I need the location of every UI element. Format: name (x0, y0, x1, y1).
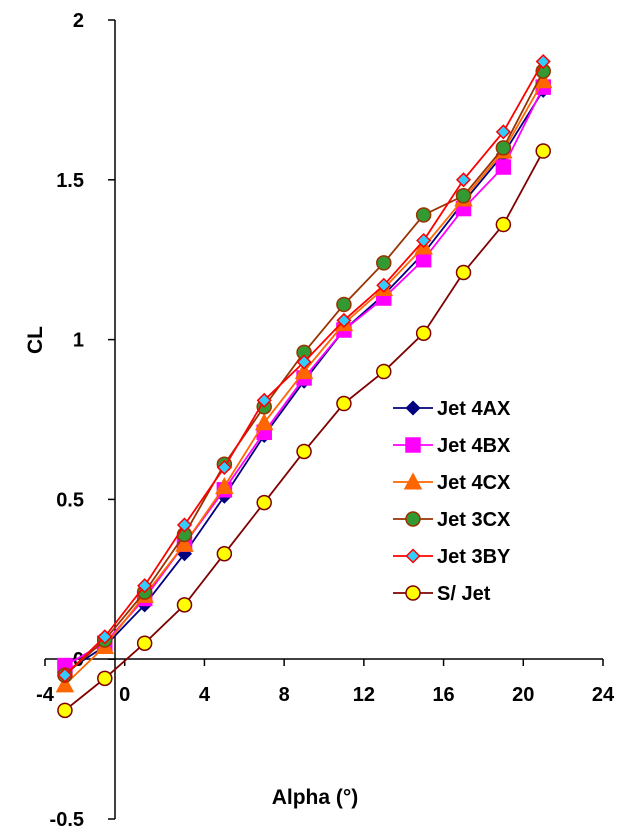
data-point (256, 494, 272, 511)
x-tick-label: 20 (512, 684, 534, 706)
legend-marker (405, 400, 421, 416)
y-tick-label: 1 (73, 330, 84, 352)
x-tick-label: 12 (353, 684, 375, 706)
data-point (336, 296, 352, 313)
x-tick-label: 0 (119, 684, 130, 706)
legend-label: Jet 4CX (437, 472, 511, 494)
data-point (57, 667, 73, 683)
data-point (416, 232, 432, 249)
legend-entry: Jet 4BX (393, 435, 511, 457)
y-ticks: -0.5 0 0.5 1 1.5 2 (50, 10, 115, 831)
data-point (216, 545, 233, 562)
legend-label: Jet 3CX (437, 509, 511, 531)
legend-marker (405, 511, 421, 527)
data-point (97, 670, 113, 687)
data-point (137, 578, 153, 594)
x-tick-label: -4 (36, 684, 55, 706)
data-point (495, 159, 512, 175)
data-point (376, 277, 392, 293)
series-5 (57, 143, 551, 719)
data-point (455, 188, 472, 204)
x-tick-label: 8 (279, 684, 290, 706)
x-tick-label: 24 (592, 684, 615, 706)
axes (45, 20, 603, 819)
series-line (64, 150, 545, 712)
x-axis-title: Alpha (°) (272, 786, 359, 809)
data-point (175, 534, 194, 552)
y-axis-title: CL (24, 326, 47, 354)
data-point (296, 443, 312, 460)
series-4 (57, 53, 551, 683)
data-point (215, 477, 234, 495)
legend: Jet 4AX Jet 4BX Jet 4CX Jet 3CX Jet 3BY S/ Je… (393, 398, 511, 605)
data-point (415, 325, 432, 341)
data-point (256, 392, 272, 408)
data-point (336, 312, 352, 328)
data-point (296, 354, 312, 370)
legend-label: Jet 3BY (437, 546, 511, 568)
x-tick-label: 16 (432, 684, 454, 706)
legend-marker (405, 585, 421, 601)
data-point (336, 395, 352, 412)
data-point (57, 702, 73, 719)
legend-label: S/ Jet (437, 583, 491, 605)
data-point (97, 629, 113, 645)
legend-entry: Jet 4CX (393, 472, 511, 494)
y-tick-label: 2 (73, 10, 84, 32)
series-layer (55, 53, 553, 719)
y-tick-label: 0 (73, 649, 84, 671)
legend-marker (405, 548, 421, 564)
x-tick-label: 4 (199, 684, 211, 706)
legend-entry: Jet 3BY (393, 546, 511, 568)
data-point (415, 207, 432, 223)
data-point (535, 143, 551, 159)
data-point (294, 361, 314, 380)
y-tick-label: -0.5 (50, 809, 84, 831)
legend-entry: S/ Jet (393, 583, 491, 605)
data-point (455, 172, 472, 188)
data-point (376, 255, 392, 271)
data-point (495, 140, 512, 156)
data-point (495, 216, 512, 233)
data-point (176, 597, 193, 613)
y-tick-label: 0.5 (56, 489, 84, 511)
legend-marker (405, 437, 421, 453)
data-point (176, 517, 193, 533)
data-point (216, 459, 232, 476)
legend-marker (403, 472, 423, 490)
data-point (136, 635, 153, 651)
legend-label: Jet 4AX (437, 398, 511, 420)
data-point (254, 413, 274, 431)
data-point (535, 53, 551, 70)
data-point (55, 675, 75, 693)
y-tick-label: 1.5 (56, 170, 84, 192)
legend-label: Jet 4BX (437, 435, 511, 457)
legend-entry: Jet 3CX (393, 509, 511, 531)
data-point (495, 124, 511, 140)
data-point (455, 264, 472, 281)
data-point (376, 363, 392, 380)
data-point (415, 251, 432, 268)
x-ticks: -4 0 4 8 12 16 20 24 (36, 659, 615, 706)
legend-entry: Jet 4AX (393, 398, 511, 420)
